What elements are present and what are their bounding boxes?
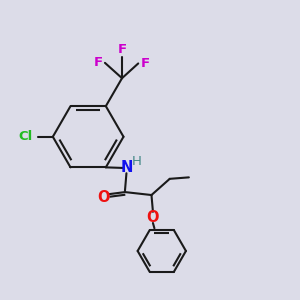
Text: F: F xyxy=(118,43,127,56)
Text: O: O xyxy=(147,210,159,225)
Text: O: O xyxy=(97,190,110,206)
Text: Cl: Cl xyxy=(19,130,33,143)
Text: F: F xyxy=(94,56,103,69)
Text: H: H xyxy=(132,155,142,168)
Text: F: F xyxy=(141,57,150,70)
Text: N: N xyxy=(120,160,133,175)
